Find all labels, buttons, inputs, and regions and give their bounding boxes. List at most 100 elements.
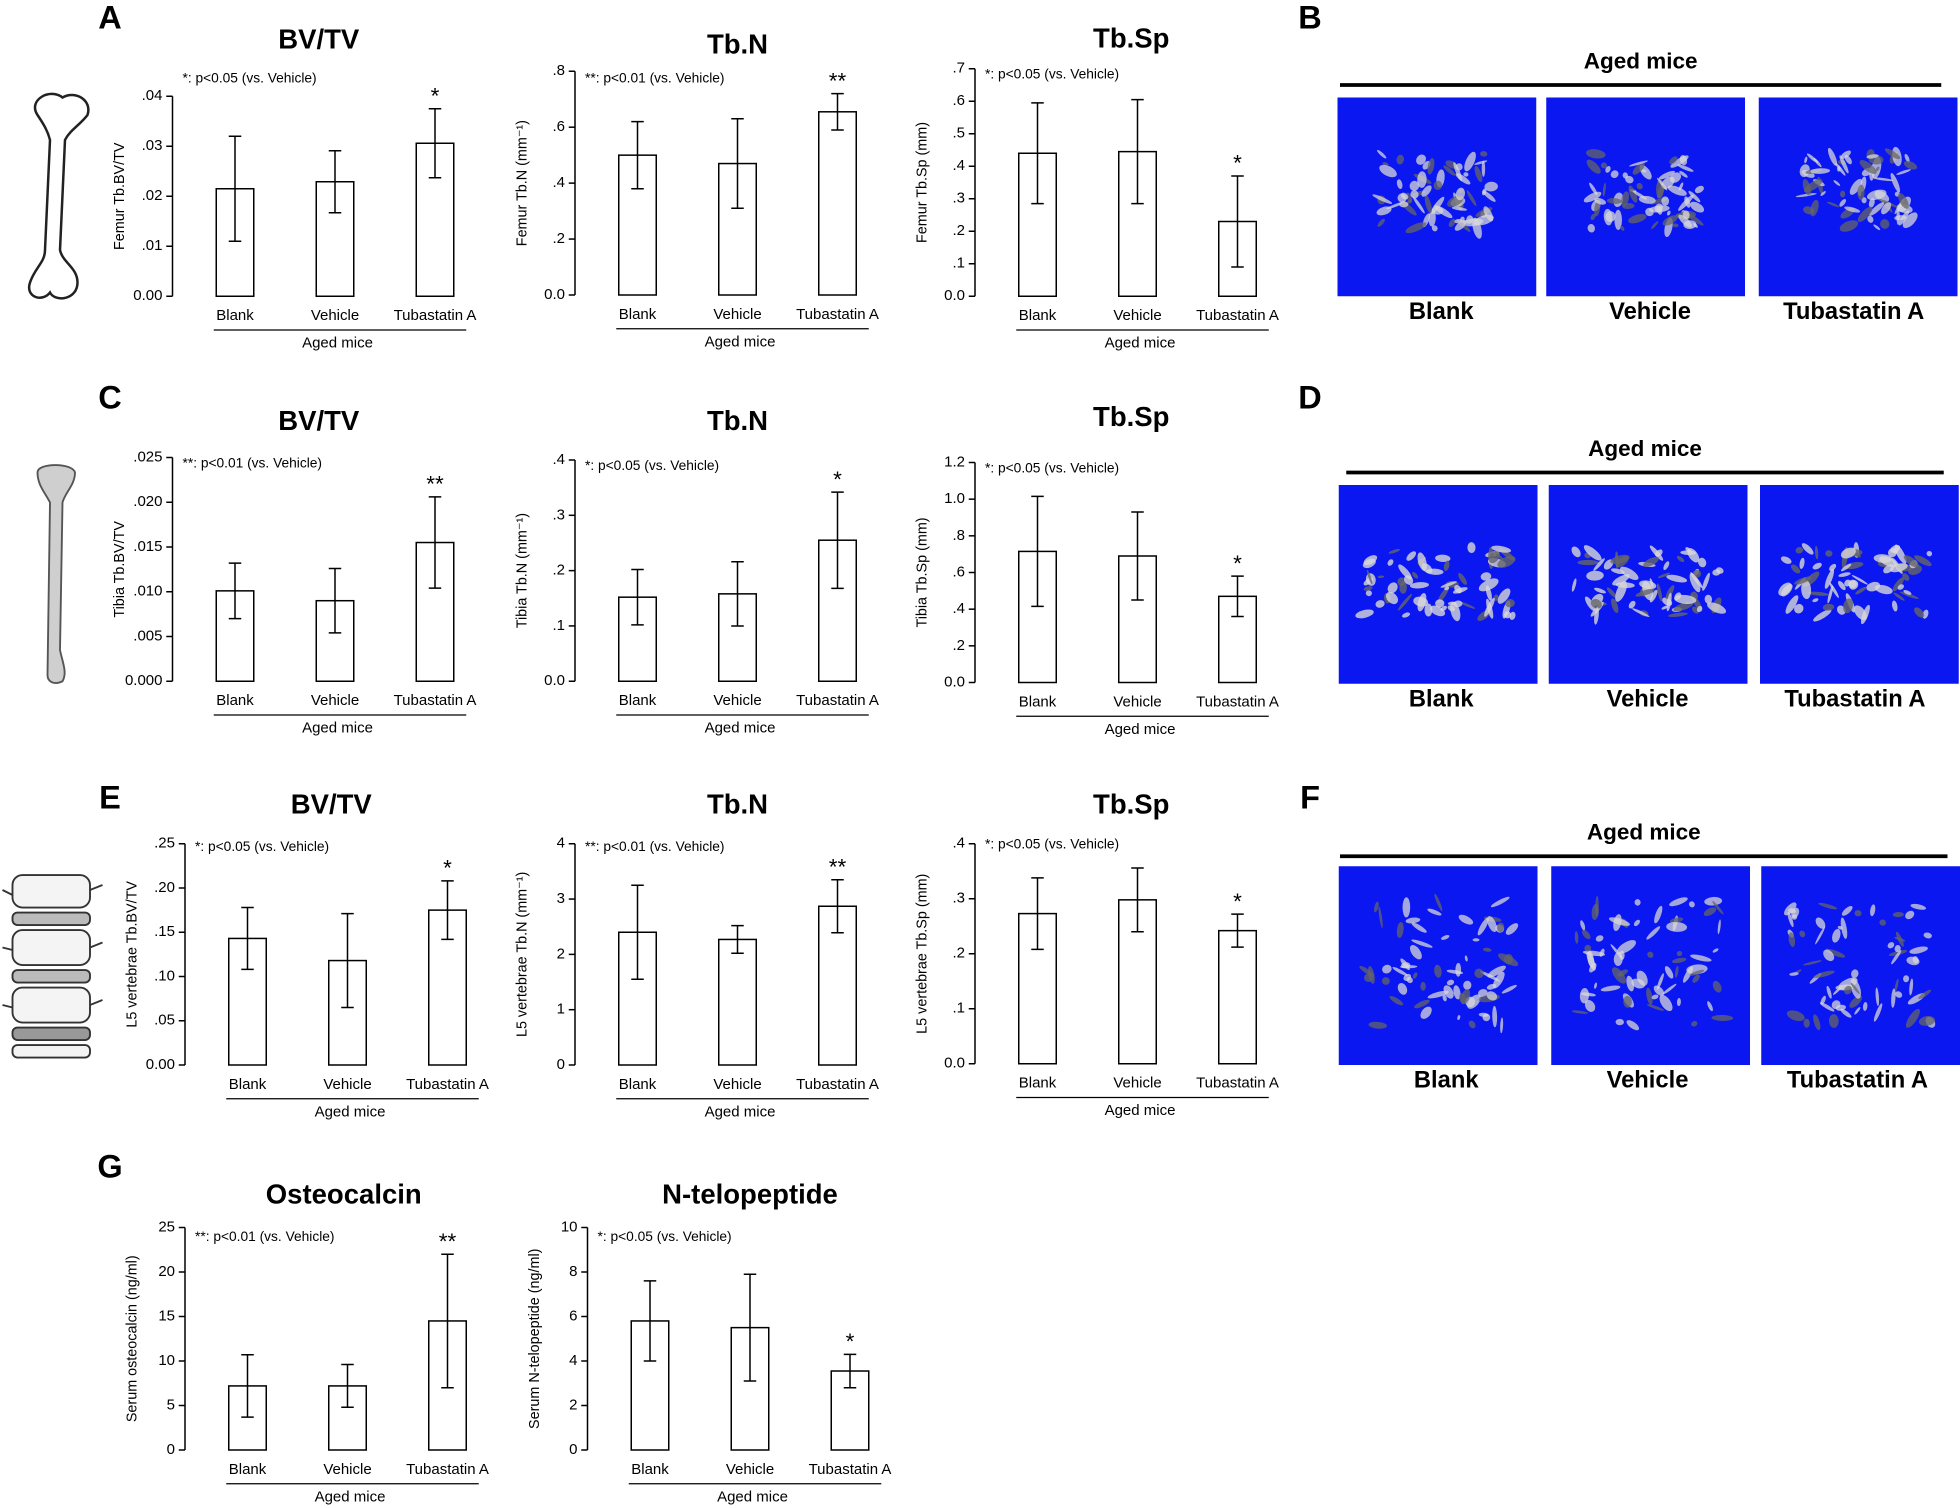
ct-trabecula	[1631, 978, 1645, 989]
ct-trabecula	[1629, 160, 1648, 167]
ct-trabecula	[1605, 166, 1611, 173]
y-tick-label: .02	[142, 187, 163, 204]
bar	[1217, 929, 1257, 1065]
ct-label: Blank	[1409, 298, 1474, 325]
ct-trabecula	[1702, 572, 1710, 591]
y-axis-label: Tibia Tb.BV/TV	[112, 521, 128, 618]
ct-trabecula	[1840, 150, 1851, 159]
y-tick-label: .6	[952, 563, 965, 580]
y-axis-label: L5 vertebrae Tb.BV/TV	[124, 881, 140, 1028]
ct-trabecula	[1467, 542, 1476, 554]
ct-trabecula	[1403, 575, 1414, 585]
ct-trabecula	[1632, 608, 1650, 617]
error-bar	[743, 1273, 757, 1382]
ct-trabecula	[1812, 562, 1822, 570]
ct-trabecula	[1794, 603, 1804, 614]
significance-label: *	[1233, 551, 1242, 576]
ct-trabecula	[1691, 1020, 1698, 1027]
x-tick-label: Tubastatin A	[394, 692, 477, 709]
ct-trabecula	[1688, 190, 1701, 203]
ct-trabecula	[1424, 603, 1433, 617]
ct-trabecula	[1656, 184, 1665, 199]
ct-trabecula	[1678, 182, 1684, 191]
ct-trabecula	[1417, 171, 1427, 188]
y-tick-label: .03	[142, 137, 163, 154]
y-tick-label: .5	[952, 125, 965, 142]
ct-trabecula	[1840, 917, 1848, 939]
ct-trabecula	[1827, 585, 1834, 604]
ct-trabecula	[1717, 919, 1721, 935]
ct-trabecula	[1827, 147, 1838, 166]
ct-trabecula	[1580, 992, 1596, 997]
y-tick-label: .25	[154, 835, 175, 852]
ct-trabecula	[1690, 954, 1712, 962]
y-tick-label: 1.0	[944, 490, 965, 507]
ct-trabecula	[1417, 552, 1427, 571]
ct-trabecula	[1922, 609, 1929, 619]
ct-trabecula	[1431, 206, 1444, 215]
ct-trabecula	[1689, 969, 1705, 976]
y-tick-label: .05	[154, 1012, 175, 1029]
ct-trabecula	[1688, 901, 1695, 908]
ct-trabecula	[1654, 203, 1663, 213]
ct-label: Vehicle	[1607, 1067, 1689, 1094]
ct-trabecula	[1914, 555, 1932, 567]
ct-trabecula	[1622, 172, 1628, 179]
ct-trabecula	[1437, 586, 1450, 603]
group-label: Aged mice	[315, 1488, 386, 1505]
ct-trabecula	[1839, 155, 1849, 174]
ct-trabecula	[1486, 991, 1498, 1001]
ct-trabecula	[1826, 985, 1832, 999]
y-tick-label: .15	[154, 923, 175, 940]
ct-trabecula	[1379, 164, 1397, 178]
x-tick-label: Blank	[229, 1461, 267, 1478]
note: *: p<0.05 (vs. Vehicle)	[985, 837, 1119, 852]
ct-trabecula	[1396, 179, 1403, 190]
error-bar	[1131, 98, 1144, 205]
y-tick-label: 0.0	[944, 287, 965, 304]
ct-trabecula	[1571, 546, 1581, 558]
y-tick-label: .4	[552, 451, 565, 468]
ct-trabecula	[1586, 159, 1601, 174]
ct-trabecula	[1372, 194, 1393, 204]
ct-trabecula	[1869, 202, 1885, 216]
ct-trabecula	[1410, 190, 1419, 199]
chart-title: Tb.N	[707, 789, 768, 820]
y-tick-label: .1	[952, 1000, 965, 1017]
x-tick-label: Blank	[1019, 307, 1057, 324]
y-tick-label: .7	[952, 60, 965, 77]
ct-trabecula	[1381, 977, 1390, 985]
ct-trabecula	[1671, 957, 1687, 964]
x-tick-label: Blank	[216, 692, 254, 709]
ct-trabecula	[1662, 983, 1677, 995]
y-tick-label: .6	[952, 92, 965, 109]
ct-trabecula	[1388, 548, 1400, 554]
ct-trabecula	[1896, 169, 1911, 175]
ct-title: Aged mice	[1587, 820, 1701, 845]
ct-trabecula	[1495, 553, 1504, 561]
ct-trabecula	[1420, 981, 1426, 991]
y-tick-label: .20	[154, 879, 175, 896]
ct-trabecula	[1474, 165, 1483, 183]
error-bar	[241, 906, 254, 971]
ct-trabecula	[1633, 919, 1640, 927]
y-tick-label: .2	[552, 230, 565, 247]
ct-trabecula	[1428, 210, 1436, 227]
ct-trabecula	[1634, 899, 1641, 906]
ct-trabecula	[1584, 596, 1596, 612]
ct-label: Vehicle	[1607, 685, 1689, 712]
ct-trabecula	[1853, 605, 1867, 621]
ct-trabecula	[1615, 580, 1627, 602]
group-label: Aged mice	[302, 335, 373, 352]
ct-trabecula	[1610, 554, 1630, 564]
ct-trabecula	[1790, 564, 1801, 574]
ct-trabecula	[1412, 572, 1419, 579]
panel-letter: B	[1298, 0, 1321, 36]
ct-trabecula	[1377, 575, 1385, 579]
ct-trabecula	[1659, 994, 1673, 1012]
ct-trabecula	[1840, 563, 1852, 572]
y-tick-label: 0	[167, 1441, 175, 1458]
y-tick-label: 0.00	[146, 1056, 175, 1073]
ct-trabecula	[1483, 206, 1494, 222]
y-tick-label: .4	[952, 600, 965, 617]
